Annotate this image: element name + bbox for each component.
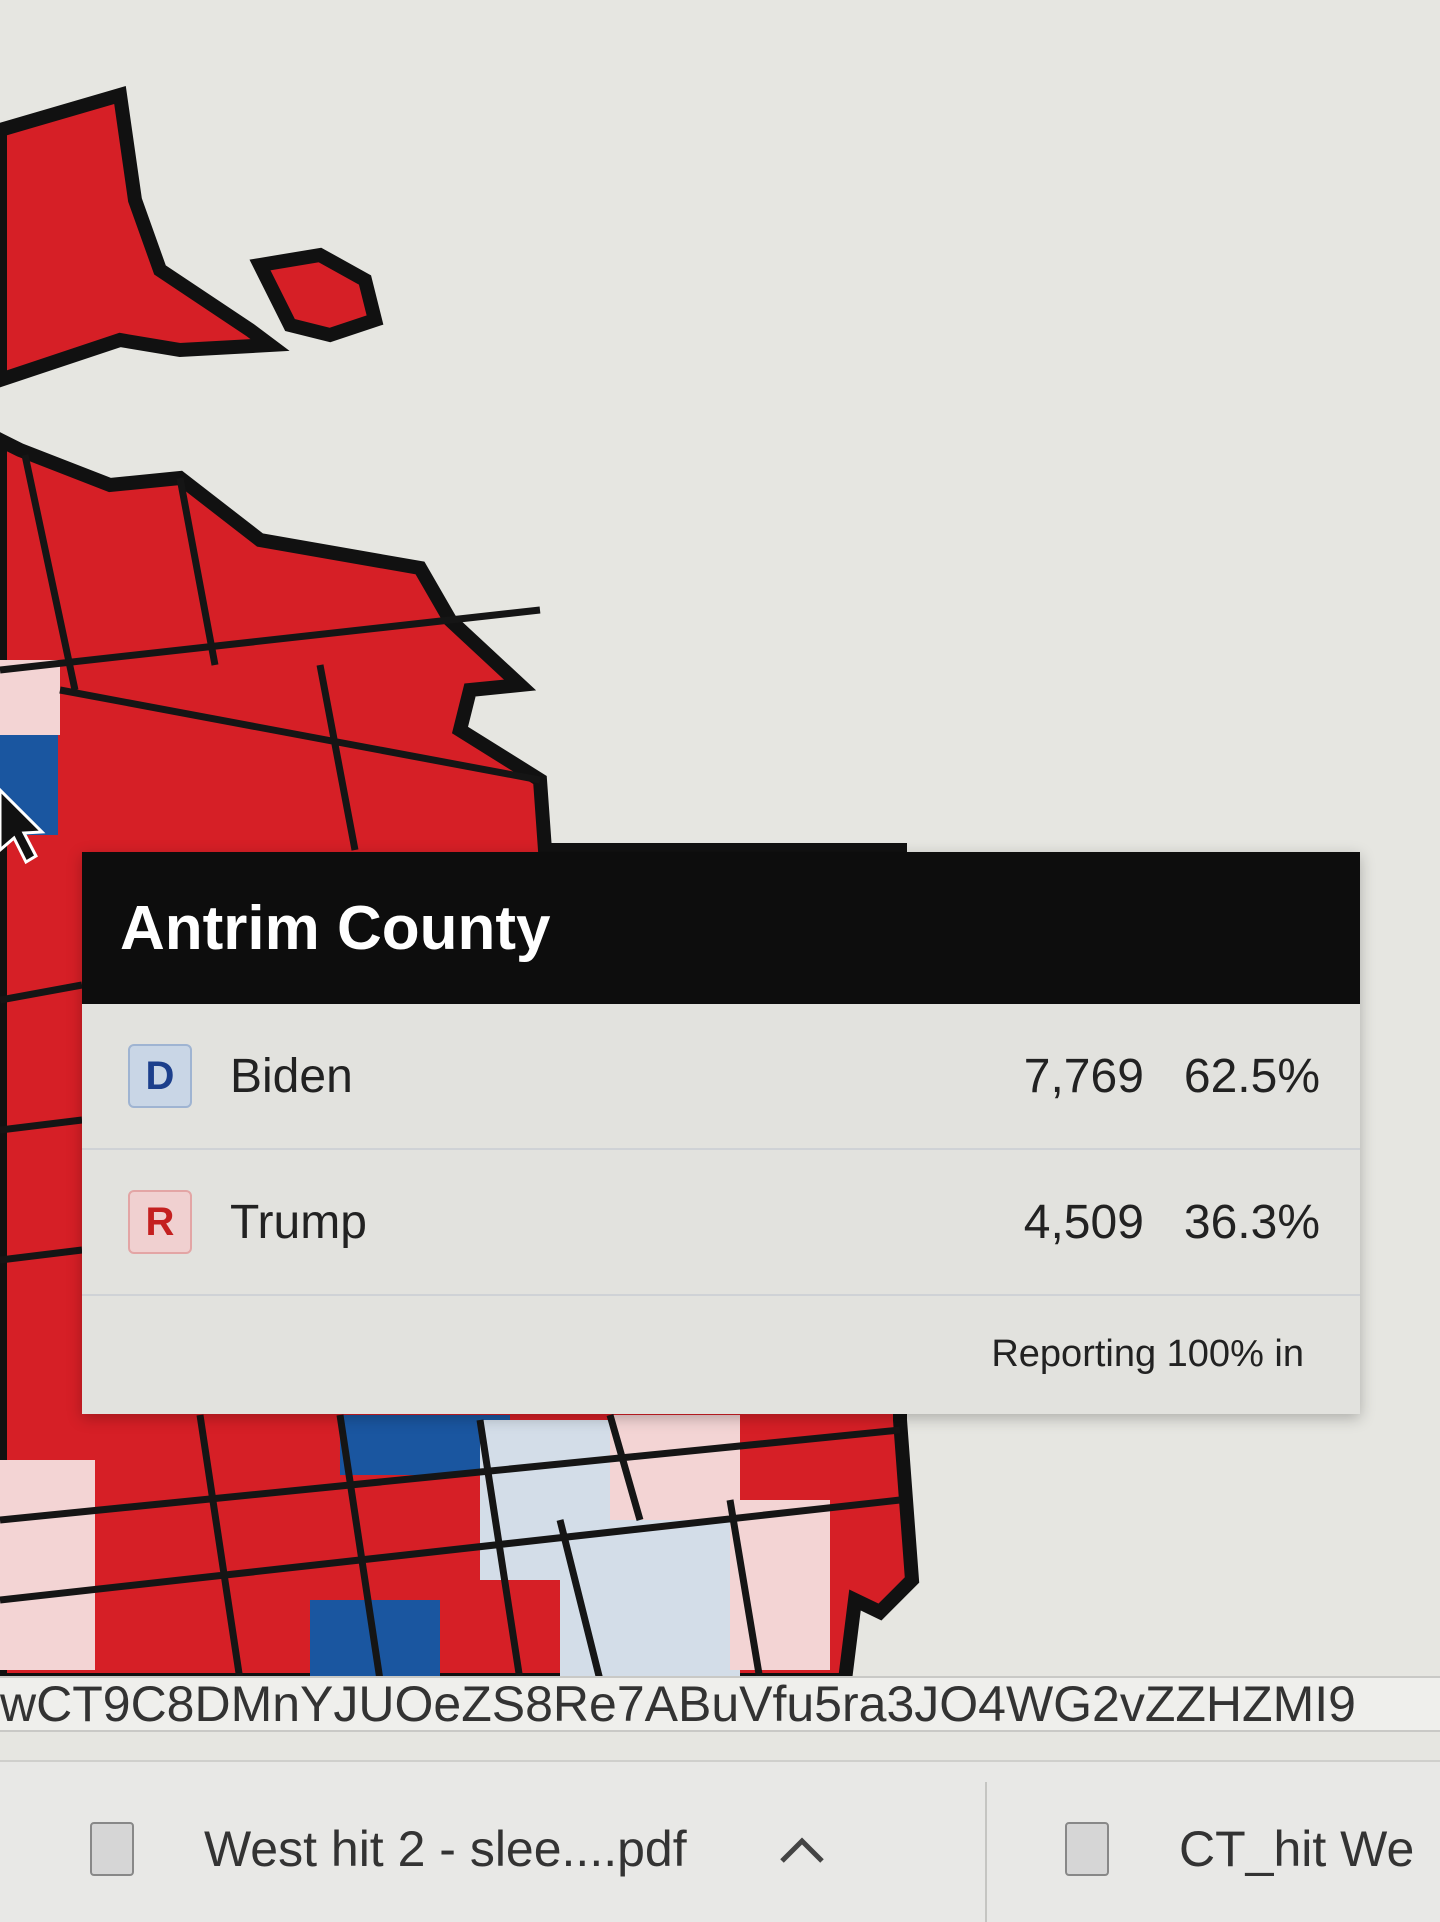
county-map [0,86,920,1687]
upper-peninsula [0,86,290,388]
candidate-name: Trump [230,1195,367,1249]
address-bar[interactable]: wCT9C8DMnYJUOeZS8Re7ABuVfu5ra3JO4WG2vZZH… [0,1676,1440,1732]
tooltip: Antrim County D Biden 7,769 62.5% R Trum… [82,852,1360,1414]
expand-arrow[interactable] [777,1829,827,1869]
downloads-bar: West hit 2 - slee....pdf CT_hit We [0,1760,1440,1922]
download-name: West hit 2 - slee....pdf [204,1821,687,1877]
download-name: CT_hit We [1179,1821,1415,1877]
candidate-row: R Trump 4,509 36.3% [82,1150,1360,1296]
vote-percent: 62.5% [1183,1049,1320,1103]
reporting-status: Reporting 100% in [991,1332,1304,1375]
vote-percent: 36.3% [1183,1195,1320,1249]
county-pink [0,660,60,735]
county-pink [0,1460,95,1670]
party-badge: R [128,1190,192,1254]
vote-count: 7,769 [1023,1049,1144,1103]
download-item[interactable]: West hit 2 - slee....pdf [90,1814,827,1884]
cursor [0,787,46,865]
pdf-icon [1065,1822,1109,1876]
county-borders [0,454,901,1681]
download-item[interactable]: CT_hit We [1065,1814,1414,1884]
party-badge: D [128,1044,192,1108]
island [249,247,384,343]
county-pink [610,1415,740,1525]
county-light-blue [560,1520,740,1680]
pdf-icon [90,1822,134,1876]
candidate-name: Biden [230,1049,353,1103]
tooltip-title: Antrim County [82,852,1360,1004]
candidate-row: D Biden 7,769 62.5% [82,1004,1360,1150]
divider [985,1782,987,1922]
vote-count: 4,509 [1023,1195,1144,1249]
